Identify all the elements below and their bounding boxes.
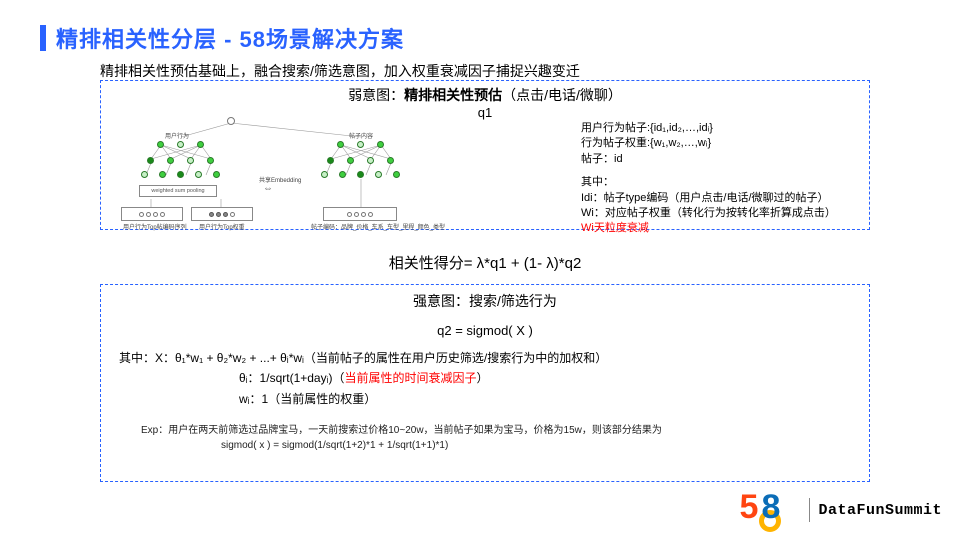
- node: [159, 171, 166, 178]
- title-text: 精排相关性分层 - 58场景解决方案: [56, 22, 404, 54]
- logo-5: 5: [739, 488, 758, 527]
- b2-w: wᵢ：1（当前属性的权重）: [239, 389, 869, 409]
- network-diagram: 用户行为 帖子内容 weighted sum pooling: [111, 117, 461, 227]
- ri-l2: 行为帖子权重:{w₁,w₂,…,wᵢ}: [581, 136, 861, 151]
- box1-rightinfo: 用户行为帖子:{id₁,id₂,…,idᵢ} 行为帖子权重:{w₁,w₂,…,w…: [581, 121, 861, 237]
- node: [197, 141, 204, 148]
- logo-58-icon: 5 8: [739, 490, 793, 530]
- slide-title: 精排相关性分层 - 58场景解决方案: [40, 22, 404, 54]
- node: [141, 171, 148, 178]
- root-node: [227, 117, 235, 125]
- pool-rect: weighted sum pooling: [139, 185, 217, 197]
- node: [367, 157, 374, 164]
- theta-suffix: ）: [477, 371, 489, 385]
- node: [393, 171, 400, 178]
- bl1: 用户行为Top帖编码序列: [123, 222, 187, 231]
- relevance-formula: 相关性得分= λ*q1 + (1- λ)*q2: [100, 252, 870, 273]
- node: [387, 157, 394, 164]
- q2-formula: q2 = sigmod( X ): [101, 323, 869, 338]
- node: [195, 171, 202, 178]
- node: [377, 141, 384, 148]
- strong-intent-box: 强意图：搜索/筛选行为 q2 = sigmod( X ) 其中：X：θ₁*w₁ …: [100, 284, 870, 482]
- node: [147, 157, 154, 164]
- theta-red: 当前属性的时间衰减因子: [344, 371, 476, 385]
- ri-l6: Wi：对应帖子权重（转化行为按转化率折算成点击）: [581, 206, 861, 221]
- node: [337, 141, 344, 148]
- node: [347, 157, 354, 164]
- node: [207, 157, 214, 164]
- footer: 5 8 DataFunSummit: [739, 490, 942, 530]
- subtitle: 精排相关性预估基础上，融合搜索/筛选意图，加入权重衰减因子捕捉兴趣变迁: [100, 61, 580, 81]
- weak-intent-box: 弱意图：精排相关性预估（点击/电话/微聊） q1: [100, 80, 870, 230]
- title-marker: [40, 25, 46, 51]
- node: [167, 157, 174, 164]
- box1-title-prefix: 弱意图：: [348, 87, 404, 103]
- box1-title-suffix: （点击/电话/微聊）: [502, 87, 622, 103]
- box2-title: 强意图：搜索/筛选行为: [101, 291, 869, 311]
- bl2: 用户行为Top权重: [199, 222, 245, 231]
- b2-line1: 其中：X：θ₁*w₁ + θ₂*w₂ + ...+ θᵢ*wᵢ（当前帖子的属性在…: [119, 348, 869, 368]
- node: [327, 157, 334, 164]
- exp1: Exp：用户在两天前筛选过品牌宝马，一天前搜索过价格10~20w，当前帖子如果为…: [141, 423, 869, 438]
- node: [357, 171, 364, 178]
- ri-l7: Wi天粒度衰减: [581, 221, 861, 236]
- box1-title: 弱意图：精排相关性预估（点击/电话/微聊）: [101, 85, 869, 105]
- bottom-rect-1: [121, 207, 183, 221]
- node: [157, 141, 164, 148]
- ri-l4: 其中：: [581, 175, 861, 190]
- node: [357, 141, 364, 148]
- b2-theta: θᵢ：1/sqrt(1+dayᵢ)（当前属性的时间衰减因子）: [239, 368, 869, 388]
- left-cluster-label: 用户行为: [165, 131, 189, 140]
- node: [321, 171, 328, 178]
- right-cluster-label: 帖子内容: [349, 131, 373, 140]
- exp2: sigmod( x ) = sigmod(1/sqrt(1+2)*1 + 1/s…: [221, 438, 869, 453]
- ri-l5: Idi：帖子type编码（用户点击/电话/微聊过的帖子）: [581, 191, 861, 206]
- box2-body: 其中：X：θ₁*w₁ + θ₂*w₂ + ...+ θᵢ*wᵢ（当前帖子的属性在…: [119, 348, 869, 409]
- node: [177, 141, 184, 148]
- node: [339, 171, 346, 178]
- box2-exp: Exp：用户在两天前筛选过品牌宝马，一天前搜索过价格10~20w，当前帖子如果为…: [141, 423, 869, 453]
- bl3: 帖子编码：品牌_价格_车系_车型_里程_颜色_类型: [311, 222, 445, 231]
- bottom-rect-2: [191, 207, 253, 221]
- box1-title-bold: 精排相关性预估: [404, 87, 502, 103]
- bidir-arrow-icon: ⇔: [263, 183, 273, 194]
- theta-label: θᵢ：1/sqrt(1+dayᵢ)（: [239, 371, 344, 385]
- ri-l1: 用户行为帖子:{id₁,id₂,…,idᵢ}: [581, 121, 861, 136]
- node: [177, 171, 184, 178]
- node: [187, 157, 194, 164]
- footer-divider: [809, 498, 810, 522]
- ri-l3: 帖子：id: [581, 152, 861, 167]
- logo-8: 8: [761, 488, 780, 527]
- summit-label: DataFunSummit: [818, 502, 942, 519]
- bottom-rect-3: [323, 207, 397, 221]
- node: [213, 171, 220, 178]
- node: [375, 171, 382, 178]
